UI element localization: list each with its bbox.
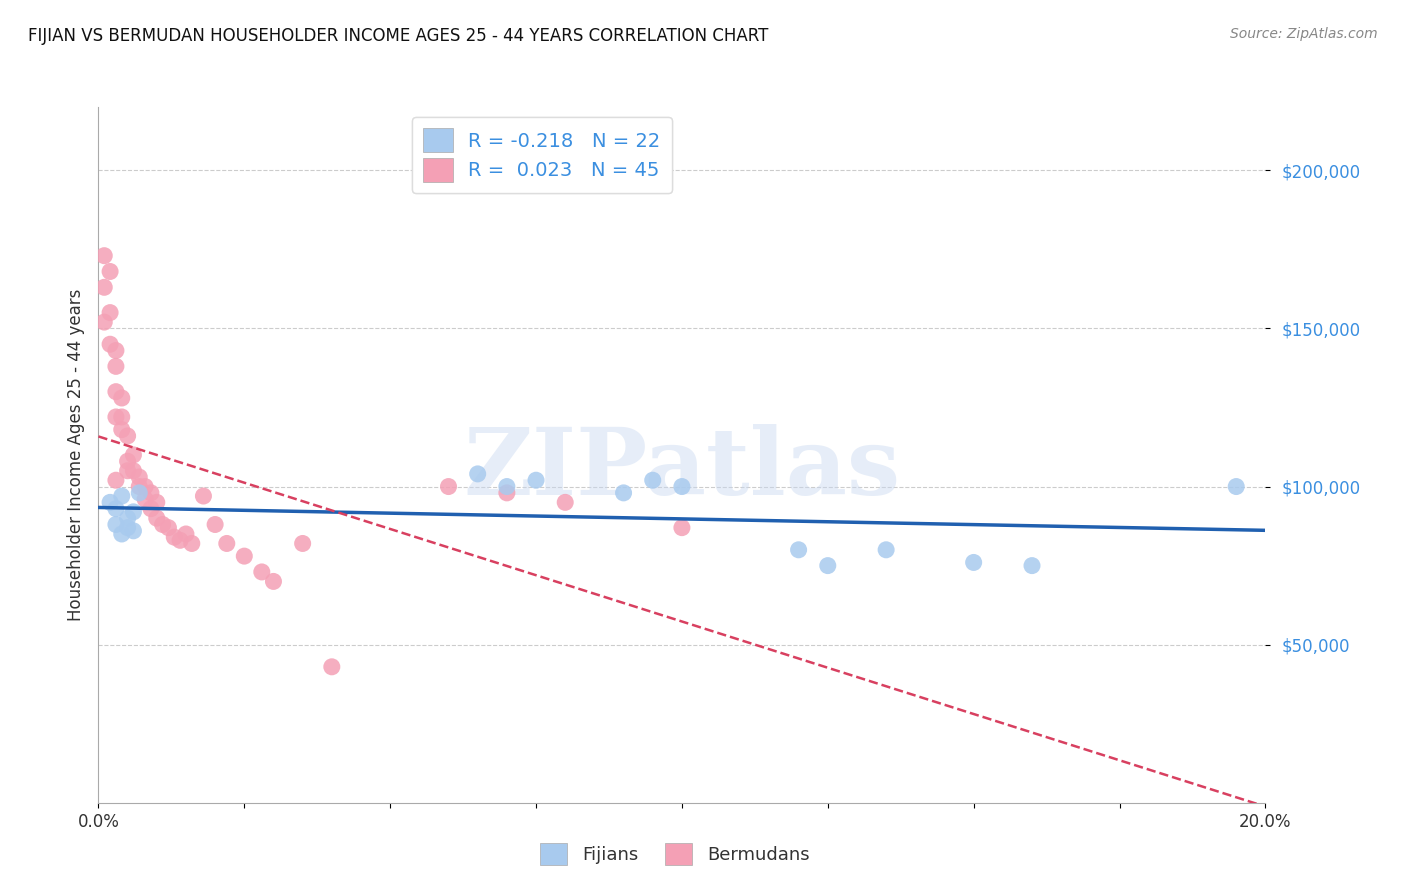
Point [875,542,897,557]
Point [111,423,134,437]
Point [128,479,150,493]
Point [122,464,145,478]
Point [291,536,314,550]
Point [437,479,460,493]
Point [111,391,134,405]
Point [169,533,191,548]
Point [962,556,984,570]
Point [146,511,169,525]
Point [111,527,134,541]
Point [495,486,517,500]
Legend: R = -0.218   N = 22, R =  0.023   N = 45: R = -0.218 N = 22, R = 0.023 N = 45 [412,117,672,194]
Point [524,473,547,487]
Point [98,305,121,319]
Point [787,542,810,557]
Point [250,565,273,579]
Point [817,558,839,573]
Point [152,517,174,532]
Point [641,473,664,487]
Point [93,280,115,294]
Legend: Fijians, Bermudans: Fijians, Bermudans [531,834,818,874]
Point [128,470,150,484]
Point [104,473,127,487]
Point [117,454,139,468]
Point [117,511,139,525]
Text: Source: ZipAtlas.com: Source: ZipAtlas.com [1230,27,1378,41]
Point [98,495,121,509]
Point [321,660,343,674]
Point [93,315,115,329]
Point [139,486,162,500]
Text: FIJIAN VS BERMUDAN HOUSEHOLDER INCOME AGES 25 - 44 YEARS CORRELATION CHART: FIJIAN VS BERMUDAN HOUSEHOLDER INCOME AG… [28,27,769,45]
Point [117,429,139,443]
Point [117,464,139,478]
Point [554,495,576,509]
Point [104,409,127,424]
Point [467,467,489,481]
Point [174,527,197,541]
Point [233,549,256,563]
Point [215,536,238,550]
Point [122,524,145,538]
Point [146,495,169,509]
Point [134,492,156,507]
Point [1225,479,1247,493]
Point [122,448,145,462]
Point [104,343,127,358]
Point [128,486,150,500]
Point [262,574,284,589]
Point [104,501,127,516]
Point [122,505,145,519]
Point [612,486,634,500]
Point [111,489,134,503]
Point [104,384,127,399]
Point [98,264,121,278]
Point [671,521,693,535]
Point [204,517,226,532]
Point [1021,558,1043,573]
Point [111,409,134,424]
Point [134,479,156,493]
Point [671,479,693,493]
Point [157,521,180,535]
Point [98,337,121,351]
Point [104,517,127,532]
Point [104,359,127,374]
Point [180,536,202,550]
Y-axis label: Householder Income Ages 25 - 44 years: Householder Income Ages 25 - 44 years [66,289,84,621]
Text: ZIPatlas: ZIPatlas [464,424,900,514]
Point [117,521,139,535]
Point [495,479,517,493]
Point [193,489,215,503]
Point [163,530,186,544]
Point [139,501,162,516]
Point [93,249,115,263]
